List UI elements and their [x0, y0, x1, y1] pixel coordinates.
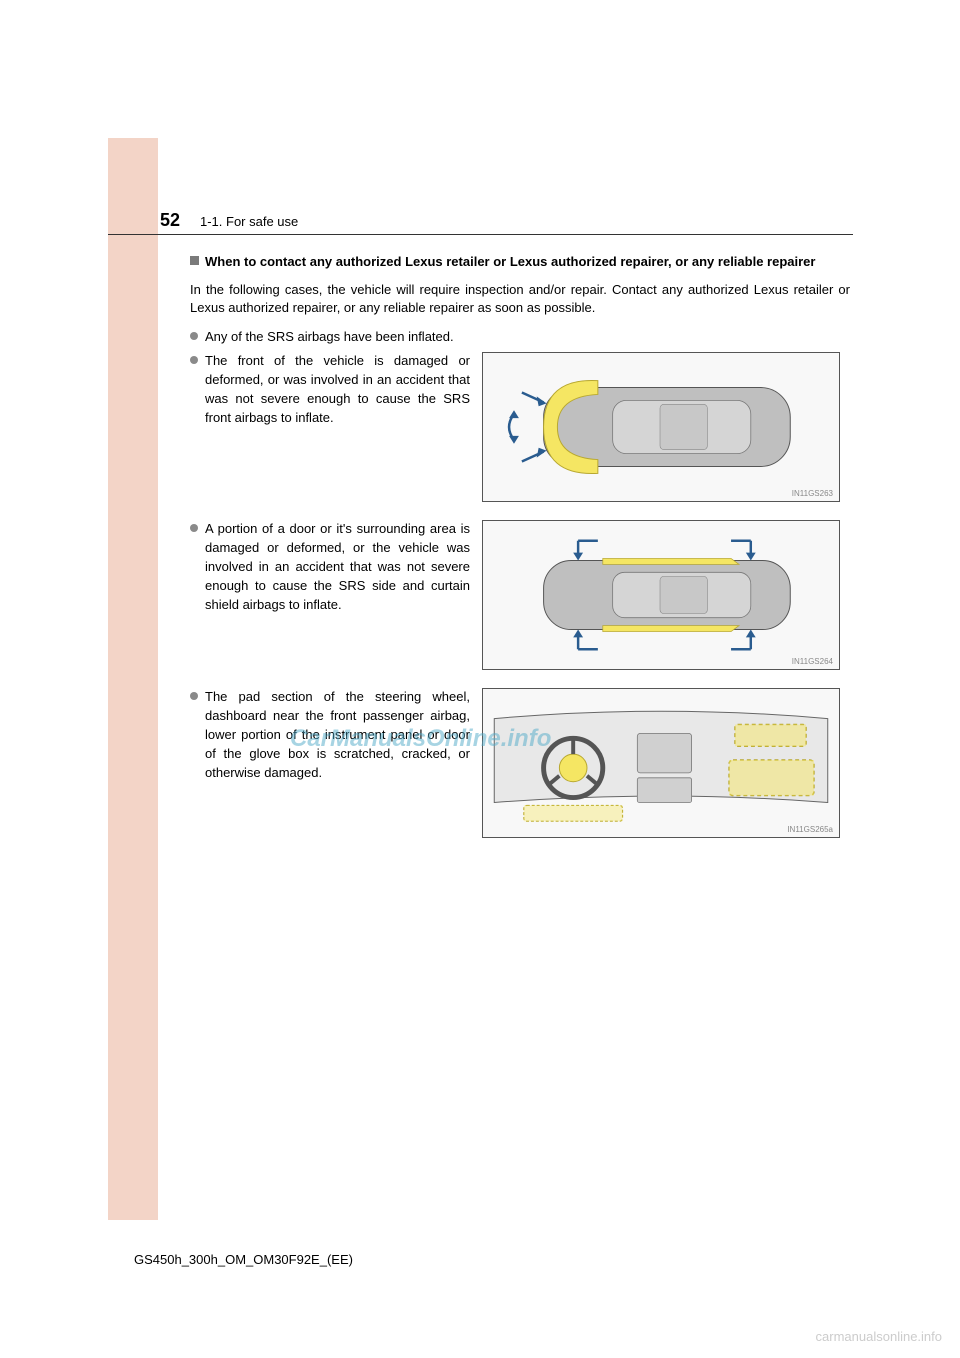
bullet-text-3: The pad section of the steering wheel, d…: [205, 688, 470, 782]
bullet-item-0: Any of the SRS airbags have been inflate…: [190, 328, 850, 347]
bullet-item-2: A portion of a door or it's surrounding …: [190, 520, 850, 670]
footer-code: GS450h_300h_OM_OM30F92E_(EE): [134, 1252, 353, 1267]
bullet-text-1: The front of the vehicle is damaged or d…: [205, 352, 470, 427]
content-area: When to contact any authorized Lexus ret…: [190, 253, 850, 856]
header-divider: [108, 234, 853, 235]
diagram-label-2: IN11GS264: [792, 657, 833, 666]
bullet-item-3: The pad section of the steering wheel, d…: [190, 688, 850, 838]
heading-row: When to contact any authorized Lexus ret…: [190, 253, 850, 271]
round-bullet-icon: [190, 524, 198, 532]
diagram-dashboard: IN11GS265a: [482, 688, 840, 838]
side-tab: [108, 138, 158, 1220]
section-heading: When to contact any authorized Lexus ret…: [205, 253, 815, 271]
car-front-diagram-icon: [483, 353, 839, 501]
round-bullet-icon: [190, 332, 198, 340]
section-title: 1-1. For safe use: [200, 214, 298, 229]
bullet-item-1: The front of the vehicle is damaged or d…: [190, 352, 850, 502]
diagram-side-damage: IN11GS264: [482, 520, 840, 670]
page-number: 52: [160, 210, 180, 231]
round-bullet-icon: [190, 692, 198, 700]
dashboard-diagram-icon: [483, 689, 839, 837]
watermark-bottom: carmanualsonline.info: [816, 1329, 942, 1344]
diagram-label-1: IN11GS263: [792, 489, 833, 498]
car-side-diagram-icon: [483, 521, 839, 669]
diagram-label-3: IN11GS265a: [787, 825, 833, 834]
bullet-text-2: A portion of a door or it's surrounding …: [205, 520, 470, 614]
bullet-text-0: Any of the SRS airbags have been inflate…: [205, 328, 454, 347]
diagram-front-damage: IN11GS263: [482, 352, 840, 502]
square-bullet-icon: [190, 256, 199, 265]
round-bullet-icon: [190, 356, 198, 364]
intro-paragraph: In the following cases, the vehicle will…: [190, 281, 850, 317]
